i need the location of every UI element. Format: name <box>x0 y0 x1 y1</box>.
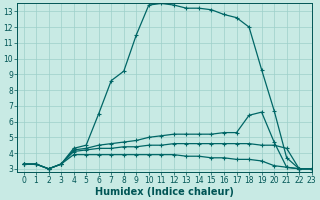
X-axis label: Humidex (Indice chaleur): Humidex (Indice chaleur) <box>95 187 234 197</box>
